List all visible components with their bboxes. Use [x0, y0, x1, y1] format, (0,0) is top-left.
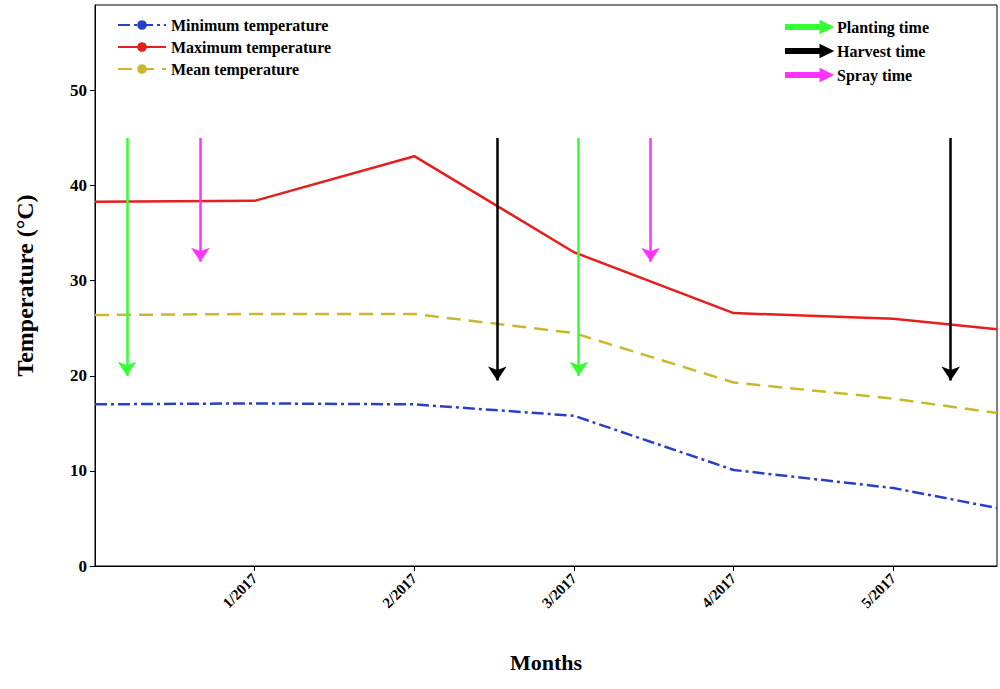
svg-text:Temperature (°C): Temperature (°C): [12, 194, 38, 376]
svg-text:2/2017: 2/2017: [379, 570, 420, 611]
svg-text:3/2017: 3/2017: [539, 570, 580, 611]
svg-text:Planting time: Planting time: [837, 19, 929, 37]
svg-text:20: 20: [70, 366, 87, 385]
svg-text:4/2017: 4/2017: [698, 570, 739, 611]
svg-text:Mean temperature: Mean temperature: [171, 61, 299, 79]
svg-text:Minimum temperature: Minimum temperature: [171, 17, 328, 35]
svg-text:10: 10: [70, 461, 87, 480]
svg-text:5/2017: 5/2017: [858, 570, 899, 611]
svg-text:Spray time: Spray time: [837, 67, 912, 85]
svg-text:30: 30: [70, 271, 87, 290]
svg-text:Months: Months: [510, 650, 583, 675]
svg-text:Maximum temperature: Maximum temperature: [171, 39, 331, 57]
svg-text:50: 50: [70, 81, 87, 100]
svg-text:40: 40: [70, 176, 87, 195]
svg-text:1/2017: 1/2017: [220, 570, 261, 611]
svg-text:Harvest time: Harvest time: [837, 43, 925, 60]
svg-text:0: 0: [79, 557, 88, 576]
